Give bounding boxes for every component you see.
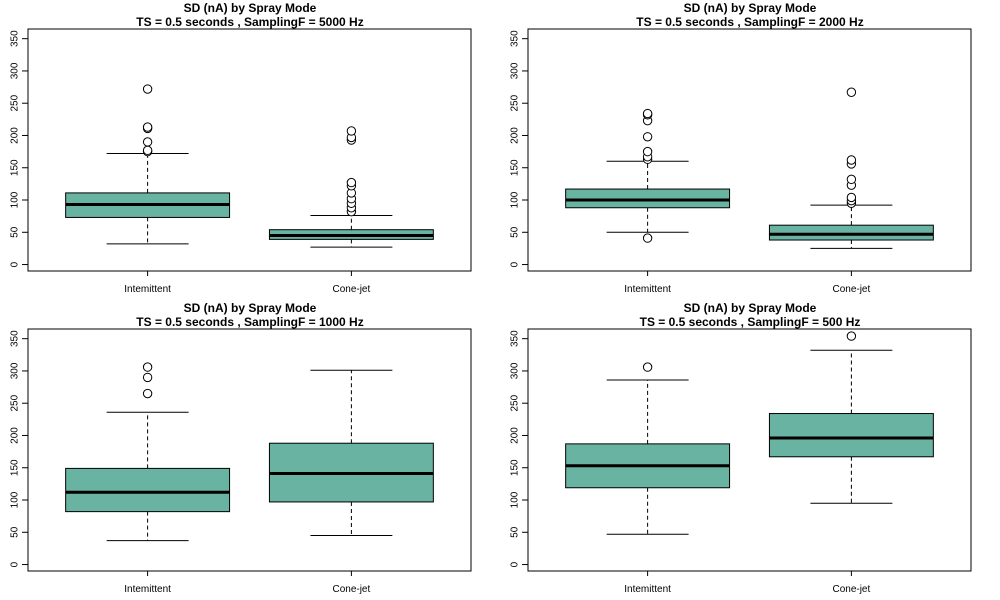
y-tick-label: 50 [10,526,21,538]
x-category-label: Intemittent [624,284,671,295]
outlier-point [642,146,653,157]
y-tick-label: 350 [10,30,21,47]
iqr-box [768,413,934,458]
y-tick-label: 350 [510,330,521,347]
panel-title: SD (nA) by Spray Mode [184,1,317,15]
x-category-label: Cone-jet [832,284,870,295]
outlier-point [346,126,357,136]
y-tick-label: 150 [10,459,21,476]
y-tick-label: 300 [510,62,521,79]
plot-frame [27,28,472,272]
y-tick-label: 200 [510,427,521,444]
panel-title: SD (nA) by Spray Mode [184,301,317,315]
y-tick-label: 350 [510,30,521,47]
y-tick-label: 250 [510,394,521,411]
y-tick-label: 200 [10,127,21,144]
x-category-label: Cone-jet [332,584,370,595]
y-tick-label: 250 [10,394,21,411]
outlier-point [846,155,857,165]
x-category-label: Intemittent [124,284,171,295]
boxplot-panel-2000hz: SD (nA) by Spray Mode TS = 0.5 seconds ,… [510,1,972,295]
x-category-label: Cone-jet [332,284,370,295]
y-tick-label: 250 [510,94,521,111]
y-tick-label: 200 [10,427,21,444]
panel-subtitle: TS = 0.5 seconds , SamplingF = 2000 Hz [636,15,863,29]
y-tick-label: 0 [10,561,21,567]
x-category-label: Intemittent [624,584,671,595]
y-tick-label: 50 [510,526,521,538]
x-category-label: Intemittent [124,584,171,595]
panel-subtitle: TS = 0.5 seconds , SamplingF = 1000 Hz [136,315,363,329]
plot-frame [27,328,472,572]
panel-title: SD (nA) by Spray Mode [684,301,817,315]
box-intemittent [565,362,731,535]
y-tick-label: 100 [510,491,521,508]
plot-frame [527,28,972,272]
outlier-point [642,233,653,243]
outlier-point [142,84,153,94]
box-cone-jet [768,87,934,249]
iqr-box [65,467,231,513]
y-tick-label: 50 [10,226,21,238]
iqr-box [565,188,731,209]
outlier-point [142,362,153,372]
outlier-point [142,137,153,147]
box-cone-jet [268,126,434,248]
box-intemittent [65,362,231,542]
box-intemittent [565,108,731,243]
panel-subtitle: TS = 0.5 seconds , SamplingF = 5000 Hz [136,15,363,29]
boxplot-panel-500hz: SD (nA) by Spray Mode TS = 0.5 seconds ,… [510,301,972,595]
box-cone-jet [768,331,934,504]
y-tick-label: 150 [510,159,521,176]
iqr-box [768,224,934,241]
outlier-point [142,122,153,132]
outlier-point [642,132,653,142]
y-tick-label: 100 [510,191,521,208]
x-category-label: Cone-jet [832,584,870,595]
outlier-point [142,388,153,399]
y-tick-label: 300 [510,362,521,379]
outlier-point [142,372,153,383]
panel-subtitle: TS = 0.5 seconds , SamplingF = 500 Hz [640,315,861,329]
panel-title: SD (nA) by Spray Mode [684,1,817,15]
outlier-point [846,174,857,185]
y-tick-label: 300 [10,62,21,79]
outlier-point [642,108,653,119]
boxplot-panel-1000hz: SD (nA) by Spray Mode TS = 0.5 seconds ,… [10,301,472,595]
outlier-point [846,331,857,341]
y-tick-label: 350 [10,330,21,347]
boxplot-panel-5000hz: SD (nA) by Spray Mode TS = 0.5 seconds ,… [10,1,472,295]
y-tick-label: 100 [10,191,21,208]
y-tick-label: 100 [10,491,21,508]
y-tick-label: 300 [10,362,21,379]
outlier-point [846,192,857,203]
y-tick-label: 0 [510,261,521,267]
plot-frame [527,328,972,572]
outlier-point [346,177,357,188]
y-tick-label: 0 [510,561,521,567]
y-tick-label: 200 [510,127,521,144]
box-intemittent [65,84,231,245]
y-tick-label: 250 [10,94,21,111]
outlier-point [142,145,153,156]
y-tick-label: 50 [510,226,521,238]
y-tick-label: 150 [10,159,21,176]
y-tick-label: 150 [510,459,521,476]
outlier-point [846,87,857,97]
box-cone-jet [268,369,434,537]
outlier-point [642,362,653,372]
y-tick-label: 0 [10,261,21,267]
